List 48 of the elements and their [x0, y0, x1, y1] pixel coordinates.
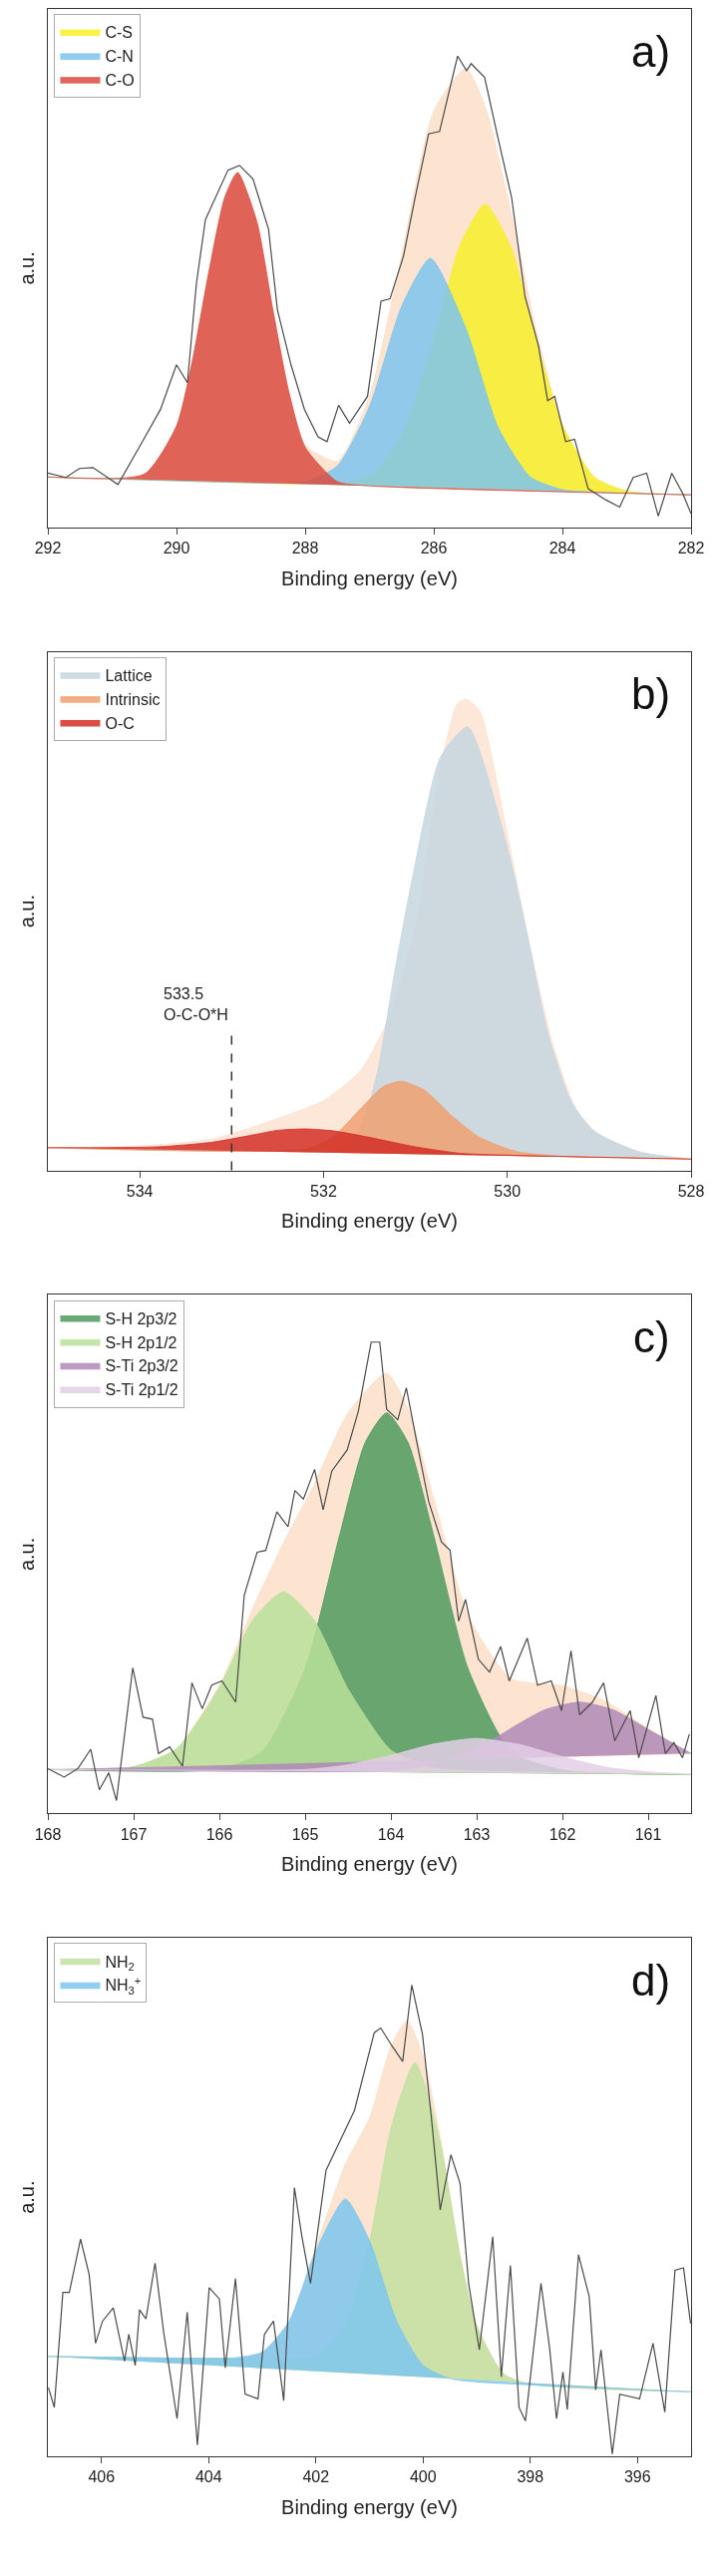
- legend-label: Intrinsic: [105, 690, 161, 708]
- x-tick-label: 404: [194, 2468, 222, 2486]
- y-axis-title: a.u.: [16, 894, 39, 928]
- x-tick-label: 167: [120, 1825, 148, 1843]
- legend-label: C-N: [105, 48, 134, 66]
- x-tick-label: 406: [88, 2468, 116, 2486]
- annotation: d): [631, 1956, 671, 2005]
- x-tick-label: 530: [494, 1182, 522, 1200]
- x-tick-label: 288: [291, 540, 319, 557]
- x-tick-label: 284: [548, 540, 576, 557]
- x-tick-label: 528: [677, 1182, 705, 1200]
- x-tick-label: 282: [677, 540, 705, 557]
- x-tick-label: 162: [548, 1825, 576, 1843]
- ref-line-label: 533.5 O-C-O*H: [164, 985, 228, 1023]
- x-axis-title: Binding energy (eV): [281, 566, 458, 589]
- legend-label: S-H 2p3/2: [105, 1309, 178, 1327]
- x-tick-label: 532: [310, 1182, 337, 1200]
- x-tick-label: 163: [463, 1825, 491, 1843]
- annotation: c): [633, 1312, 670, 1361]
- x-tick-label: 534: [126, 1182, 154, 1200]
- annotation: b): [631, 669, 671, 718]
- y-axis-title: a.u.: [16, 2180, 39, 2214]
- x-tick-label: 161: [634, 1825, 662, 1843]
- legend-label: Lattice: [105, 667, 153, 685]
- x-tick-label: 165: [291, 1825, 319, 1843]
- legend-label: S-Ti 2p3/2: [105, 1357, 178, 1375]
- x-tick-label: 400: [409, 2468, 437, 2486]
- x-tick-label: 168: [34, 1825, 62, 1843]
- x-tick-label: 290: [163, 540, 190, 557]
- x-axis-title: Binding energy (eV): [281, 2495, 458, 2518]
- x-tick-label: 402: [302, 2468, 330, 2486]
- x-tick-label: 286: [420, 540, 448, 557]
- legend-label: S-H 2p1/2: [105, 1333, 178, 1351]
- x-axis-title: Binding energy (eV): [281, 1210, 458, 1233]
- legend-label: C-O: [105, 71, 135, 89]
- x-tick-label: 292: [34, 540, 62, 557]
- legend-label: NH$_{2}$: [105, 1953, 135, 1973]
- x-tick-label: 396: [623, 2468, 651, 2486]
- x-axis-title: Binding energy (eV): [281, 1853, 458, 1876]
- legend-label: S-Ti 2p1/2: [105, 1381, 178, 1399]
- y-axis-title: a.u.: [16, 251, 39, 285]
- x-tick-label: 164: [377, 1825, 405, 1843]
- y-axis-title: a.u.: [16, 1537, 39, 1572]
- annotation: a): [631, 27, 671, 76]
- legend-label: O-C: [105, 714, 135, 732]
- x-tick-label: 398: [517, 2468, 544, 2486]
- x-tick-label: 166: [205, 1825, 233, 1843]
- legend-label: C-S: [105, 24, 134, 42]
